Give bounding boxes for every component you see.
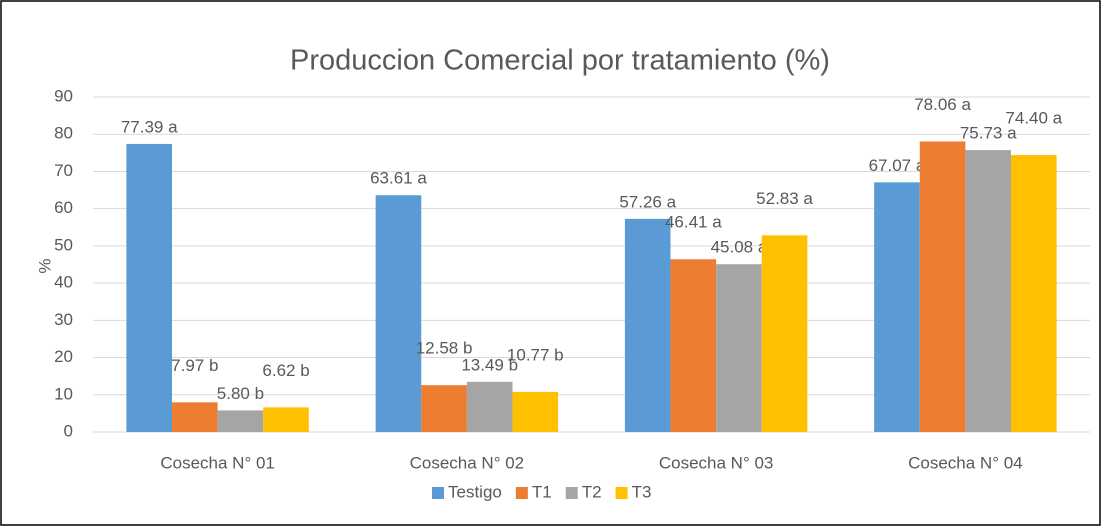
data-label: 52.83 a xyxy=(756,189,813,208)
legend-label: T2 xyxy=(582,482,602,501)
data-label: 77.39 a xyxy=(121,117,178,136)
data-label: 46.41 a xyxy=(665,213,722,232)
data-label: 7.97 b xyxy=(171,356,218,375)
y-tick-label: 60 xyxy=(54,198,73,217)
legend-swatch xyxy=(615,487,628,499)
y-tick-label: 80 xyxy=(54,124,73,143)
chart-title: Produccion Comercial por tratamiento (%) xyxy=(290,45,830,77)
y-tick-label: 40 xyxy=(54,273,73,292)
y-tick-label: 70 xyxy=(54,161,73,180)
bar xyxy=(919,141,966,432)
data-label: 6.62 b xyxy=(262,361,309,380)
x-tick-label: Cosecha N° 04 xyxy=(908,453,1023,472)
data-label: 75.73 a xyxy=(960,124,1017,143)
bar xyxy=(512,391,559,432)
bar xyxy=(421,385,467,432)
legend-label: Testigo xyxy=(448,482,502,501)
y-tick-label: 10 xyxy=(54,384,73,403)
bar xyxy=(126,143,173,432)
data-label: 63.61 a xyxy=(370,169,427,188)
data-label: 45.08 a xyxy=(711,238,768,257)
data-label: 13.49 b xyxy=(461,355,518,374)
bar xyxy=(761,235,808,432)
data-label: 5.80 b xyxy=(217,384,264,403)
bar xyxy=(375,195,422,432)
legend-label: T3 xyxy=(632,482,652,501)
bar xyxy=(716,264,762,432)
x-tick-label: Cosecha N° 03 xyxy=(659,453,774,472)
bar xyxy=(263,407,309,432)
legend-swatch xyxy=(515,487,528,499)
data-label: 10.77 b xyxy=(507,345,564,364)
legend-label: T1 xyxy=(532,482,552,501)
bar xyxy=(874,182,920,432)
x-tick-label: Cosecha N° 01 xyxy=(160,453,275,472)
bar xyxy=(217,410,264,432)
legend-swatch xyxy=(565,487,578,499)
bar xyxy=(172,402,218,432)
x-tick-label: Cosecha N° 02 xyxy=(410,453,525,472)
y-tick-label: 50 xyxy=(54,235,73,254)
bar xyxy=(1010,155,1057,433)
data-label: 78.06 a xyxy=(914,95,971,114)
y-tick-label: 0 xyxy=(64,421,73,440)
bar xyxy=(965,150,1011,433)
bar xyxy=(466,381,513,432)
y-tick-label: 20 xyxy=(54,347,73,366)
data-label: 12.58 b xyxy=(416,339,473,358)
bar xyxy=(624,218,671,432)
legend-swatch xyxy=(432,487,444,499)
y-tick-label: 30 xyxy=(54,310,73,329)
data-label: 57.26 a xyxy=(619,192,676,211)
bar xyxy=(670,259,717,432)
data-label: 74.40 a xyxy=(1005,109,1062,128)
y-axis-label: % xyxy=(35,258,54,273)
data-label: 67.07 a xyxy=(869,156,926,175)
y-tick-label: 90 xyxy=(54,86,73,105)
